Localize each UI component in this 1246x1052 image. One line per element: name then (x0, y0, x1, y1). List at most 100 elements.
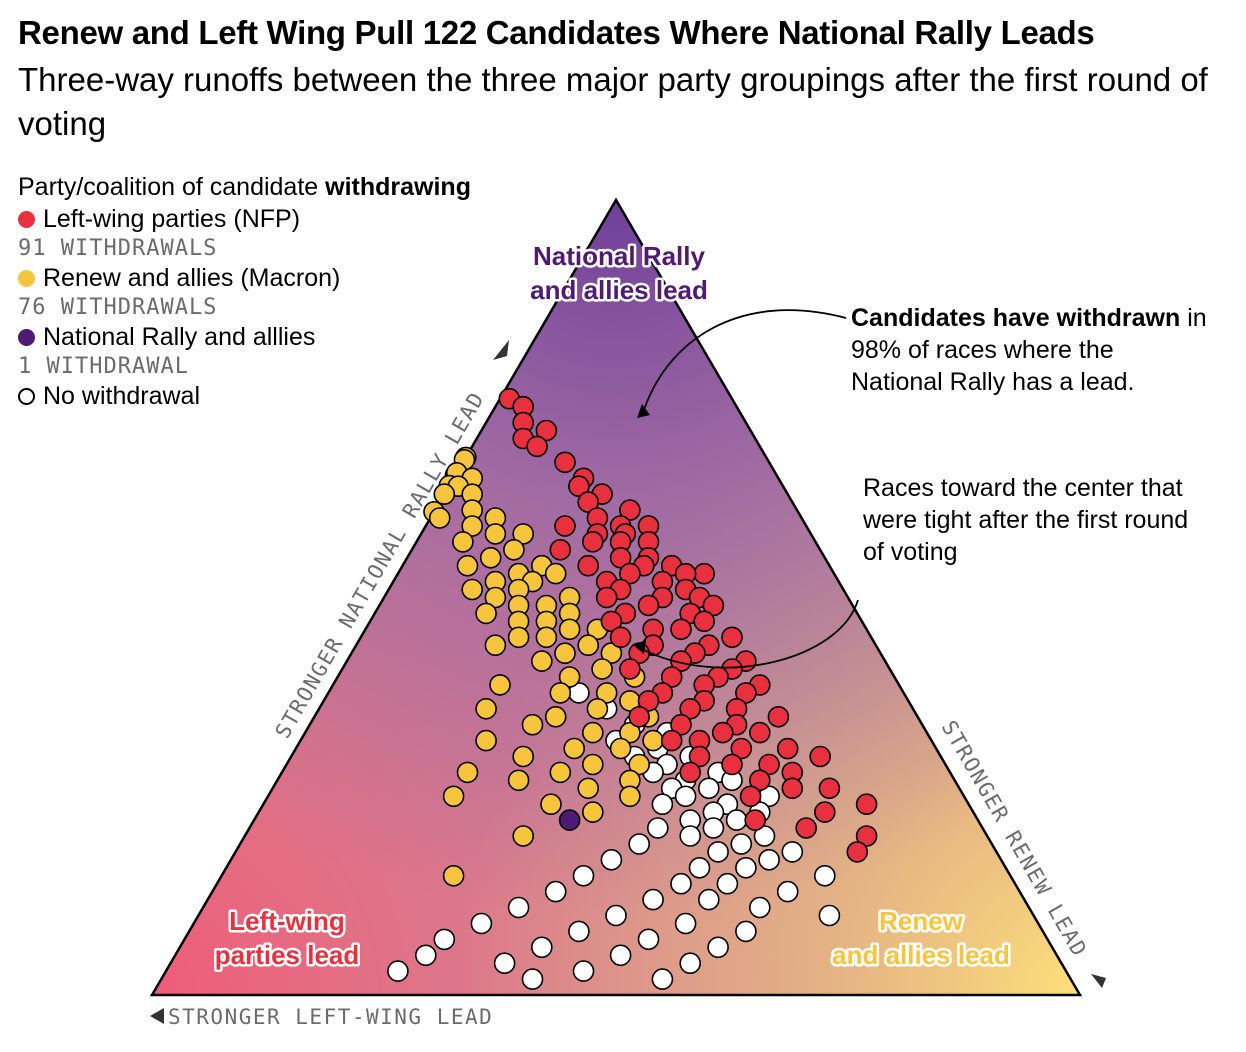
point-none-54 (530, 936, 553, 959)
chart-title: Renew and Left Wing Pull 122 Candidates … (18, 14, 1095, 51)
vertex-labels: National Rally and allies lead Left-wing… (212, 239, 1012, 973)
point-none-30 (707, 841, 729, 863)
point-left-37 (637, 594, 660, 617)
point-renew-14 (512, 523, 535, 545)
point-left-75 (688, 745, 711, 768)
point-none-60 (387, 960, 409, 982)
point-none-18 (651, 793, 674, 816)
point-none-61 (651, 968, 674, 990)
point-left-66 (628, 705, 651, 728)
triangle-outline (149, 197, 1083, 997)
point-renew-71 (619, 785, 641, 808)
point-none-26 (679, 825, 702, 847)
point-none-58 (493, 952, 516, 975)
point-left-80 (679, 761, 702, 784)
point-renew-58 (475, 729, 497, 752)
point-none-31 (758, 848, 780, 871)
point-renew-13 (461, 515, 484, 537)
point-renew-48 (595, 682, 618, 704)
vertex-label-left-line1: Left-wing (229, 906, 345, 936)
left-edge-arrow-icon (493, 340, 509, 360)
legend-left-count: 91 WITHDRAWALS (18, 236, 218, 261)
point-none-48 (470, 912, 493, 935)
point-none-24 (702, 817, 725, 839)
point-none-36 (813, 864, 836, 887)
point-renew-17 (503, 538, 525, 561)
point-renew-73 (581, 801, 604, 823)
point-renew-45 (558, 666, 581, 688)
legend-left-label: Left-wing parties (NFP) (43, 205, 301, 233)
point-left-4 (535, 419, 558, 442)
vertex-label-right-line1: Renew (879, 906, 964, 936)
point-left-10 (577, 491, 600, 513)
legend-heading-prefix: Party/coalition of candidate (18, 173, 326, 201)
annotation-arrowhead-top (637, 404, 650, 418)
point-none-28 (628, 833, 651, 855)
point-none-53 (707, 936, 729, 959)
point-left-78 (721, 753, 743, 776)
annotation-center: Races toward the center that were tight … (863, 474, 1189, 566)
point-none-23 (646, 817, 669, 839)
point-left-15 (554, 515, 576, 537)
legend-item-left: Left-wing parties (NFP) (18, 204, 471, 234)
point-left-6 (554, 451, 576, 474)
point-renew-74 (512, 825, 535, 847)
point-left-23 (609, 546, 632, 569)
point-renew-61 (609, 737, 632, 760)
point-renew-69 (577, 777, 600, 800)
point-renew-40 (484, 634, 507, 657)
point-renew-37 (535, 626, 558, 649)
point-left-54 (619, 658, 641, 680)
legend: Party/coalition of candidate withdrawing… (18, 170, 471, 411)
point-renew-11 (428, 507, 451, 529)
point-none-59 (572, 960, 595, 982)
point-left-27 (619, 562, 641, 585)
point-none-39 (544, 880, 567, 903)
point-none-47 (674, 912, 697, 935)
point-left-88 (795, 817, 818, 839)
legend-item-none: No withdrawal (18, 381, 471, 411)
point-none-56 (414, 944, 437, 967)
point-left-43 (670, 618, 692, 641)
point-renew-32 (475, 602, 497, 625)
chart-subtitle: Three-way runoffs between the three majo… (18, 61, 1208, 142)
point-left-11 (619, 499, 641, 521)
point-renew-47 (489, 674, 511, 696)
point-left-70 (748, 721, 771, 744)
point-none-37 (670, 872, 692, 895)
point-left-87 (744, 809, 767, 831)
point-renew-52 (586, 697, 609, 720)
vertex-label-left-line2: parties lead (215, 940, 360, 970)
point-renew-51 (475, 697, 497, 720)
point-renew-42 (600, 642, 623, 664)
point-left-65 (767, 705, 790, 728)
point-renew-41 (554, 642, 576, 665)
point-none-27 (730, 833, 753, 855)
point-left-26 (577, 554, 600, 577)
point-none-40 (776, 880, 799, 903)
legend-item-rally: National Rally and alllies (18, 322, 471, 352)
right-edge-arrow-icon (1091, 974, 1106, 988)
point-none-51 (637, 928, 660, 951)
point-renew-38 (507, 626, 530, 649)
point-left-81 (748, 769, 771, 792)
point-none-33 (688, 856, 711, 879)
point-renew-59 (642, 729, 664, 752)
point-left-84 (739, 785, 762, 808)
point-none-49 (735, 920, 757, 943)
point-left-86 (813, 801, 836, 823)
legend-renew-count: 76 WITHDRAWALS (18, 295, 218, 320)
point-renew-60 (563, 737, 586, 760)
annotation-withdrawn: Candidates have withdrawn in 98% of race… (851, 302, 1211, 398)
vertex-label-top-line2: and allies lead (530, 275, 708, 305)
annotation-arrow-center (639, 599, 859, 669)
point-none-62 (521, 968, 544, 990)
point-none-32 (600, 848, 623, 871)
point-none-45 (605, 904, 627, 927)
point-left-68 (670, 713, 692, 736)
legend-rally-label: National Rally and alllies (43, 323, 316, 351)
point-none-38 (716, 872, 739, 895)
point-none-14 (697, 777, 720, 800)
point-none-41 (642, 888, 664, 911)
point-renew-65 (456, 761, 479, 784)
